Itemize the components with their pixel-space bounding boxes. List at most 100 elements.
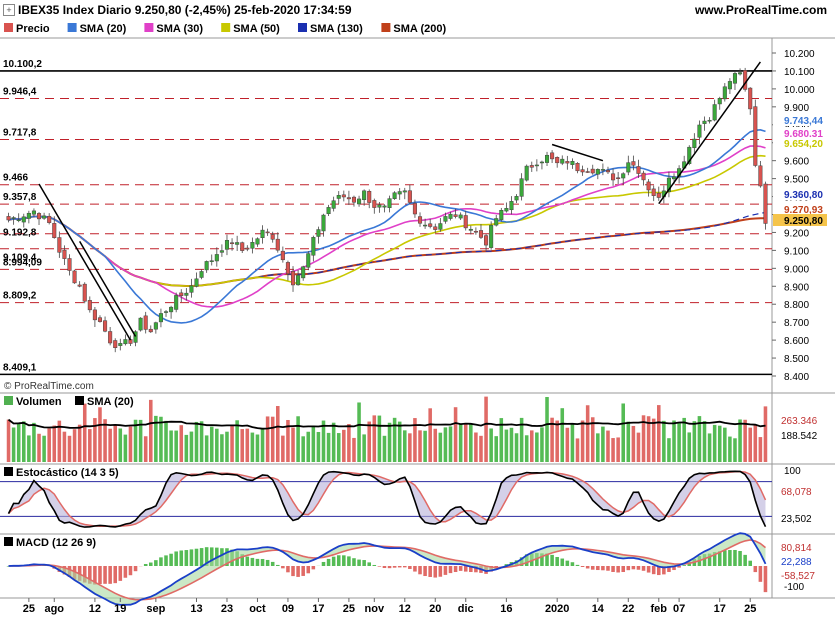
candle-body: [555, 157, 560, 164]
candle-body: [570, 161, 575, 165]
candle-body: [189, 285, 194, 293]
macd-hist-bar: [255, 558, 260, 566]
expand-icon[interactable]: +: [3, 4, 15, 16]
volume-bar: [281, 435, 285, 462]
candle-body: [108, 331, 113, 344]
candle-body: [565, 161, 570, 164]
volume-bar: [235, 420, 239, 462]
macd-hist-bar: [707, 553, 712, 566]
trend-line-down-3: [551, 143, 604, 162]
candle-body: [316, 229, 321, 237]
macd-hist-bar: [128, 566, 133, 576]
volume-bar: [209, 426, 214, 462]
x-tick-label-7: oct: [249, 603, 266, 615]
volume-bar: [702, 421, 707, 462]
volume-bar: [611, 438, 615, 462]
macd-hist-bar: [621, 566, 625, 573]
macd-hist-bar: [296, 566, 300, 577]
macd-hist-bar: [677, 566, 681, 568]
candle-body: [580, 169, 585, 173]
volume-bar: [98, 407, 102, 462]
volume-bar: [204, 435, 209, 462]
volume-bar: [22, 421, 26, 462]
volume-bar: [585, 405, 590, 462]
macd-hist-bar: [758, 566, 763, 582]
candle-body: [204, 261, 209, 271]
macd-hist-bar: [474, 566, 478, 573]
candle-body: [179, 292, 184, 296]
candle-body: [651, 188, 656, 196]
volume-bar: [311, 425, 316, 462]
macd-hist-bar: [149, 562, 153, 566]
volume-bar: [560, 408, 565, 462]
volume-bar: [189, 431, 194, 462]
candle-body: [717, 98, 722, 105]
macd-hist-bar: [555, 556, 559, 566]
candle-body: [143, 315, 148, 330]
macd-legend-label: MACD (12 26 9): [16, 537, 96, 549]
volume-bar: [717, 425, 722, 462]
macd-hist-bar: [743, 554, 747, 566]
volume-bar: [662, 420, 666, 462]
x-tick-label-15: 16: [500, 603, 512, 615]
macd-hist-bar: [667, 566, 671, 572]
candle-body: [560, 158, 565, 164]
macd-hist-bar: [763, 566, 768, 593]
x-tick-label-14: dic: [458, 603, 474, 615]
macd-hist-bar: [418, 566, 422, 575]
volume-bar: [174, 430, 178, 462]
candle-body: [103, 320, 108, 332]
x-tick-label-6: 23: [221, 603, 233, 615]
candle-body: [590, 168, 595, 174]
candle-body: [544, 154, 550, 163]
site-url[interactable]: www.ProRealTime.com: [694, 3, 827, 17]
price-tick-label-14: 8.800: [784, 300, 809, 311]
candle-body: [52, 223, 57, 238]
price-badge-2: 9.654,20: [784, 139, 823, 150]
macd-hist-bar: [585, 566, 590, 569]
macd-hist-bar: [738, 550, 742, 566]
candle-body: [397, 191, 402, 195]
volume-bar: [570, 423, 575, 462]
candle-body: [280, 250, 285, 261]
candle-body: [133, 331, 138, 343]
macd-hist-bar: [662, 566, 666, 575]
candle-body: [169, 306, 174, 313]
candle-body: [484, 235, 489, 246]
macd-hist-bar: [169, 553, 173, 566]
macd-hist-bar: [560, 558, 565, 566]
candle-body: [377, 204, 382, 208]
macd-hist-bar: [448, 566, 453, 574]
candle-body: [92, 309, 97, 321]
candle-body: [407, 190, 412, 203]
legend-swatch-5: [381, 23, 391, 32]
macd-hist-bar: [377, 566, 382, 567]
price-tick-label-3: 9.900: [784, 103, 809, 114]
volume-legend-label-0: Volumen: [16, 396, 62, 408]
volume-bar: [255, 434, 260, 462]
macd-hist-bar: [98, 566, 102, 585]
candle-body: [16, 219, 21, 221]
macd-hist-bar: [286, 566, 290, 573]
macd-hist-bar: [352, 558, 356, 566]
candle-body: [21, 216, 26, 223]
candle-body: [712, 104, 717, 121]
volume-bar: [530, 430, 534, 462]
volume-bar: [733, 438, 737, 462]
level-label-8: 8.809,2: [3, 291, 37, 302]
macd-hist-bar: [209, 547, 214, 566]
macd-hist-bar: [113, 566, 117, 584]
sma30-line: [8, 145, 766, 308]
legend-label-3: SMA (50): [233, 23, 280, 35]
candle-body: [336, 195, 341, 199]
candle-body: [26, 212, 31, 219]
macd-hist-bar: [453, 566, 458, 573]
x-tick-label-11: nov: [365, 603, 385, 615]
volume-bar: [11, 427, 16, 462]
candle-body: [753, 106, 758, 166]
volume-bar: [535, 432, 539, 462]
volume-bar: [382, 435, 387, 462]
candle-body: [72, 270, 77, 284]
volume-bar: [82, 403, 87, 462]
volume-bar: [225, 431, 229, 462]
